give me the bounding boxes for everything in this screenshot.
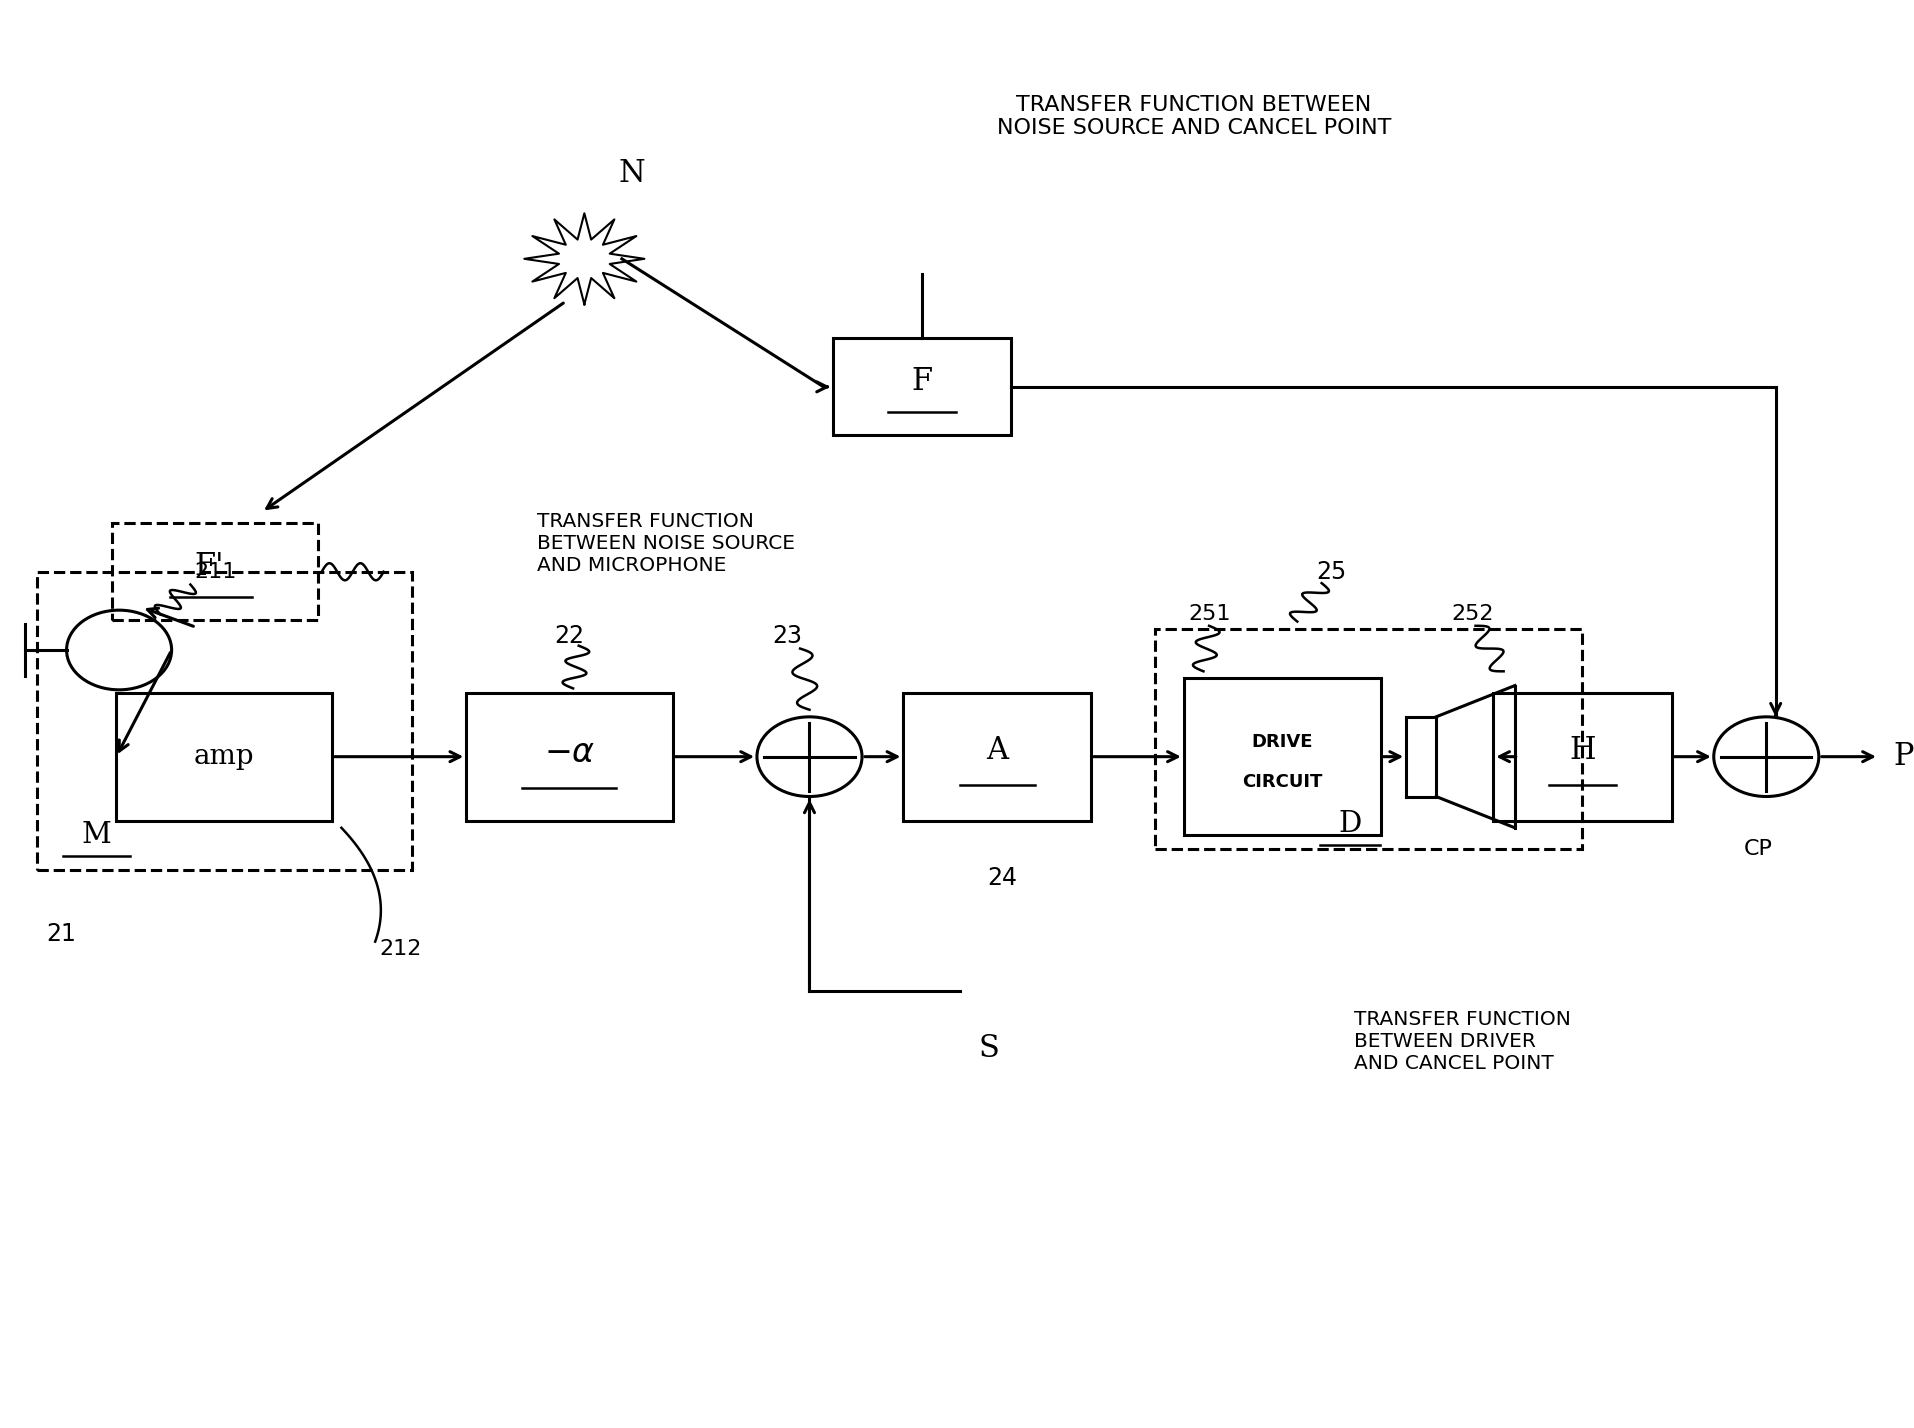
- Text: 211: 211: [193, 561, 237, 581]
- Text: CP: CP: [1744, 840, 1772, 860]
- Text: 21: 21: [46, 922, 77, 947]
- Bar: [1154, 628, 1583, 850]
- Bar: [903, 693, 1091, 821]
- Text: M: M: [82, 821, 111, 848]
- Text: H: H: [1569, 735, 1596, 767]
- Text: 252: 252: [1451, 604, 1493, 624]
- Bar: [1183, 678, 1380, 835]
- Text: TRANSFER FUNCTION
BETWEEN DRIVER
AND CANCEL POINT: TRANSFER FUNCTION BETWEEN DRIVER AND CAN…: [1353, 1010, 1569, 1072]
- Text: F: F: [911, 366, 932, 397]
- Text: amp: amp: [193, 743, 255, 770]
- Text: N: N: [618, 159, 645, 188]
- Text: 251: 251: [1189, 604, 1231, 624]
- Text: 22: 22: [555, 624, 584, 648]
- Text: A: A: [986, 735, 1009, 767]
- Bar: [833, 338, 1011, 436]
- Text: S: S: [978, 1032, 999, 1064]
- Bar: [111, 524, 318, 620]
- Text: D: D: [1338, 810, 1361, 838]
- Text: F': F': [195, 551, 224, 581]
- Bar: [467, 693, 672, 821]
- Text: CIRCUIT: CIRCUIT: [1242, 774, 1323, 791]
- Bar: [117, 693, 331, 821]
- Text: $-\alpha$: $-\alpha$: [544, 735, 595, 768]
- Text: 23: 23: [771, 624, 802, 648]
- Text: TRANSFER FUNCTION
BETWEEN NOISE SOURCE
AND MICROPHONE: TRANSFER FUNCTION BETWEEN NOISE SOURCE A…: [538, 511, 796, 575]
- Text: TRANSFER FUNCTION BETWEEN
NOISE SOURCE AND CANCEL POINT: TRANSFER FUNCTION BETWEEN NOISE SOURCE A…: [997, 96, 1391, 139]
- Text: 212: 212: [379, 938, 421, 958]
- Text: DRIVE: DRIVE: [1252, 734, 1313, 751]
- Text: P: P: [1893, 741, 1914, 773]
- Text: 25: 25: [1317, 560, 1346, 584]
- Bar: [1493, 693, 1671, 821]
- Bar: [36, 571, 412, 871]
- Text: 24: 24: [988, 865, 1018, 890]
